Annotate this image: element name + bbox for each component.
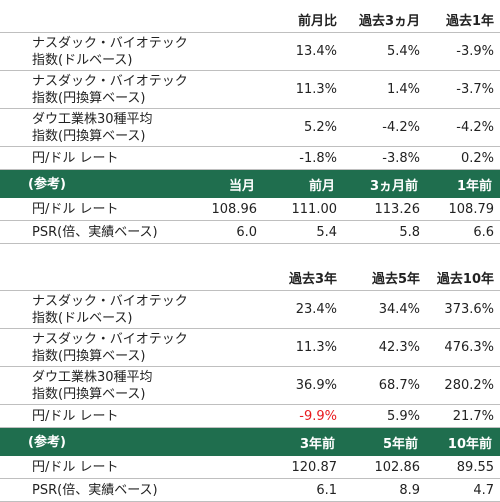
row-label: 円/ドル レート: [32, 201, 119, 217]
cell-value: 1.4%: [386, 82, 420, 97]
col-header-3m-ago: 3ヵ月前: [369, 178, 418, 194]
col-header-5y: 過去5年: [371, 271, 420, 287]
col-header-5y-ago: 5年前: [382, 436, 418, 452]
cell-value: 5.4: [316, 224, 337, 240]
table-row: ナスダック・バイオテック 指数(ドルベース) 23.4% 34.4% 373.6%: [0, 291, 500, 329]
cell-value: 120.87: [291, 459, 338, 475]
cell-value: 42.3%: [378, 340, 420, 355]
table-row: 円/ドル レート -9.9% 5.9% 21.7%: [0, 405, 500, 428]
row-label: ナスダック・バイオテック 指数(ドルベース): [32, 35, 188, 68]
col-header-3m: 過去3ヵ月: [358, 13, 420, 29]
cell-value: 68.7%: [378, 378, 420, 393]
cell-value: 6.6: [473, 224, 494, 240]
cell-value: 5.8: [399, 224, 420, 240]
row-label: ナスダック・バイオテック 指数(円換算ベース): [32, 331, 188, 364]
reference-header-row: (参考) 3年前 5年前 10年前: [0, 428, 500, 456]
cell-value: -3.9%: [456, 44, 494, 59]
cell-value: 5.4%: [386, 44, 420, 59]
table-row: 円/ドル レート -1.8% -3.8% 0.2%: [0, 147, 500, 170]
cell-value: 280.2%: [444, 378, 494, 393]
cell-value: 5.9%: [386, 408, 420, 424]
cell-value: 108.96: [211, 201, 258, 217]
performance-table-short-term: 前月比 過去3ヵ月 過去1年 ナスダック・バイオテック 指数(ドルベース) 13.…: [0, 6, 500, 244]
cell-value-highlight: -9.9%: [299, 408, 337, 424]
cell-value: 373.6%: [444, 302, 494, 317]
cell-value: 113.26: [374, 201, 421, 217]
col-header-1y-ago: 1年前: [456, 178, 492, 194]
row-label: PSR(倍、実績ベース): [32, 224, 158, 240]
cell-value: 4.7: [473, 482, 494, 498]
col-header-prev-month: 前月: [308, 178, 335, 194]
cell-value: 36.9%: [295, 378, 337, 393]
cell-value: 34.4%: [378, 302, 420, 317]
col-header-1y: 過去1年: [445, 13, 494, 29]
cell-value: -1.8%: [299, 150, 337, 166]
row-label: ナスダック・バイオテック 指数(円換算ベース): [32, 73, 188, 106]
row-label: ダウ工業株30種平均 指数(円換算ベース): [32, 111, 153, 144]
row-label: ダウ工業株30種平均 指数(円換算ベース): [32, 369, 153, 402]
table-row: ダウ工業株30種平均 指数(円換算ベース) 36.9% 68.7% 280.2%: [0, 367, 500, 405]
cell-value: 21.7%: [452, 408, 494, 424]
row-label: PSR(倍、実績ベース): [32, 482, 158, 498]
table-row: PSR(倍、実績ベース) 6.0 5.4 5.8 6.6: [0, 221, 500, 244]
col-header-10y-ago: 10年前: [447, 436, 492, 452]
cell-value: -3.7%: [456, 82, 494, 97]
cell-value: -4.2%: [456, 120, 494, 135]
cell-value: -3.8%: [382, 150, 420, 166]
col-header-10y: 過去10年: [436, 271, 494, 287]
row-label: 円/ドル レート: [32, 408, 119, 424]
cell-value: 476.3%: [444, 340, 494, 355]
reference-label: (参考): [28, 434, 66, 450]
table2-header-row: 過去3年 過去5年 過去10年: [0, 264, 500, 290]
cell-value: 6.1: [316, 482, 337, 498]
cell-value: 0.2%: [460, 150, 494, 166]
table-row: ダウ工業株30種平均 指数(円換算ベース) 5.2% -4.2% -4.2%: [0, 109, 500, 147]
cell-value: 102.86: [374, 459, 421, 475]
cell-value: 6.0: [236, 224, 257, 240]
reference-label: (参考): [28, 176, 66, 192]
cell-value: 13.4%: [295, 44, 337, 59]
cell-value: 111.00: [291, 201, 338, 217]
col-header-3y: 過去3年: [288, 271, 337, 287]
table1-header-row: 前月比 過去3ヵ月 過去1年: [0, 6, 500, 32]
cell-value: 8.9: [399, 482, 420, 498]
cell-value: 11.3%: [295, 82, 337, 97]
col-header-1m: 前月比: [297, 13, 337, 29]
table-row: ナスダック・バイオテック 指数(円換算ベース) 11.3% 42.3% 476.3…: [0, 329, 500, 367]
cell-value: -4.2%: [382, 120, 420, 135]
cell-value: 89.55: [456, 459, 494, 475]
performance-table-long-term: 過去3年 過去5年 過去10年 ナスダック・バイオテック 指数(ドルベース) 23…: [0, 264, 500, 502]
cell-value: 108.79: [448, 201, 495, 217]
table-row: 円/ドル レート 108.96 111.00 113.26 108.79: [0, 198, 500, 221]
table-row: PSR(倍、実績ベース) 6.1 8.9 4.7: [0, 479, 500, 502]
cell-value: 23.4%: [295, 302, 337, 317]
col-header-3y-ago: 3年前: [299, 436, 335, 452]
cell-value: 11.3%: [295, 340, 337, 355]
table-row: 円/ドル レート 120.87 102.86 89.55: [0, 456, 500, 479]
table-row: ナスダック・バイオテック 指数(円換算ベース) 11.3% 1.4% -3.7%: [0, 71, 500, 109]
row-label: 円/ドル レート: [32, 150, 119, 166]
reference-header-row: (参考) 当月 前月 3ヵ月前 1年前: [0, 170, 500, 198]
row-label: 円/ドル レート: [32, 459, 119, 475]
cell-value: 5.2%: [303, 120, 337, 135]
row-label: ナスダック・バイオテック 指数(ドルベース): [32, 293, 188, 326]
table-row: ナスダック・バイオテック 指数(ドルベース) 13.4% 5.4% -3.9%: [0, 33, 500, 71]
col-header-current: 当月: [228, 178, 255, 194]
